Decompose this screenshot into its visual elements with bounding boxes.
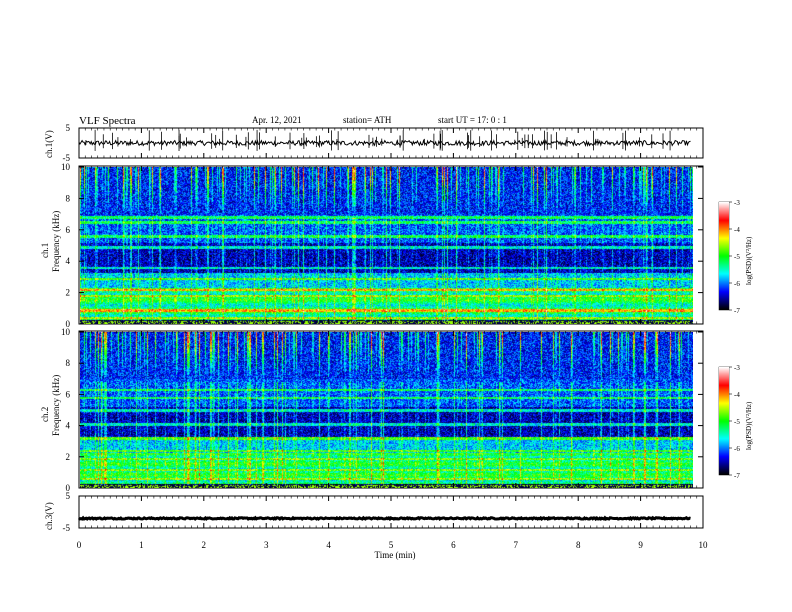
ch3-ylabel: ch.3(V) bbox=[44, 502, 54, 530]
colorbar-tick-label: -7 bbox=[734, 307, 740, 315]
ch1-ylabel: ch.1(V) bbox=[44, 130, 54, 158]
ch1-waveform-panel: 5 -5 ch.1(V) bbox=[44, 123, 704, 163]
time-tick-label: 9 bbox=[638, 540, 643, 550]
ch3-waveform-panel: 5 -5 ch.3(V) bbox=[44, 491, 704, 533]
time-tick-label: 10 bbox=[699, 540, 709, 550]
ch1-colorbar-label: log(PSD)(V²/Hz) bbox=[745, 236, 753, 285]
colorbar-tick-label: -3 bbox=[734, 364, 740, 372]
ch3-waveform-trace bbox=[77, 515, 691, 522]
ch3-ytick-bottom: -5 bbox=[63, 523, 71, 533]
spec-ytick-label: 4 bbox=[66, 256, 71, 266]
time-tick-label: 0 bbox=[77, 540, 82, 550]
time-tick-label: 3 bbox=[264, 540, 269, 550]
spec-ytick-label: 10 bbox=[61, 327, 71, 337]
colorbar-tick-label: -7 bbox=[734, 472, 740, 480]
time-tick-label: 6 bbox=[451, 540, 456, 550]
ch1-ytick-top: 5 bbox=[66, 123, 71, 133]
date-label: Apr. 12, 2021 bbox=[252, 115, 302, 125]
time-axis: 0 1 2 3 4 5 6 7 8 9 10 bbox=[77, 128, 708, 550]
ch1-spectrogram-image bbox=[80, 167, 693, 324]
ch2-spectrogram-panel: 0 2 4 6 8 10 ch.2 Frequency (kHz) bbox=[40, 327, 704, 493]
figure-title: VLF Spectra bbox=[79, 115, 136, 127]
ch2-colorbar-gradient bbox=[719, 367, 729, 475]
colorbar-tick-label: -3 bbox=[734, 199, 740, 207]
colorbar-tick-label: -4 bbox=[734, 226, 740, 234]
spec-ytick-label: 6 bbox=[66, 389, 71, 399]
time-tick-label: 8 bbox=[576, 540, 581, 550]
colorbar-tick-label: -5 bbox=[734, 253, 740, 261]
colorbar-tick-label: -4 bbox=[734, 391, 740, 399]
ch2-colorbar-ticks: -3 -4 -5 -6 -7 bbox=[729, 364, 740, 480]
ch3-ytick-top: 5 bbox=[66, 491, 71, 501]
ch2-spec-ylabel-1: ch.2 bbox=[40, 407, 50, 422]
time-tick-label: 2 bbox=[202, 540, 207, 550]
station-label: station= ATH bbox=[343, 115, 392, 125]
ch2-colorbar-label: log(PSD)(V²/Hz) bbox=[745, 401, 753, 450]
spec-ytick-label: 4 bbox=[66, 421, 71, 431]
colorbar-tick-label: -6 bbox=[734, 445, 740, 453]
spec-ytick-label: 10 bbox=[61, 162, 71, 172]
spec-ytick-label: 2 bbox=[66, 288, 71, 298]
ch1-colorbar: -3 -4 -5 -6 -7 log(PSD)(V²/Hz) bbox=[718, 199, 753, 315]
colorbar-tick-label: -6 bbox=[734, 280, 740, 288]
ch2-spec-ylabel-2: Frequency (kHz) bbox=[51, 375, 61, 436]
ch1-spec-ylabel-2: Frequency (kHz) bbox=[51, 211, 61, 272]
colorbar-tick-label: -5 bbox=[734, 418, 740, 426]
ch1-waveform-trace bbox=[78, 138, 691, 148]
ch2-colorbar: -3 -4 -5 -6 -7 log(PSD)(V²/Hz) bbox=[718, 364, 753, 480]
ch1-spec-ylabel-1: ch.1 bbox=[40, 243, 50, 258]
start-time-label: start UT = 17: 0 : 1 bbox=[438, 115, 507, 125]
ch1-colorbar-ticks: -3 -4 -5 -6 -7 bbox=[729, 199, 740, 315]
ch2-spectrogram-yticks: 0 2 4 6 8 10 bbox=[61, 327, 703, 493]
ch1-ytick-bottom: -5 bbox=[63, 153, 71, 163]
ch1-spectrogram-panel: 0 2 4 6 8 10 ch.1 Frequency (kHz) bbox=[40, 162, 704, 329]
ch1-spectrogram-yticks: 0 2 4 6 8 10 bbox=[61, 162, 703, 329]
time-tick-label: 5 bbox=[389, 540, 394, 550]
time-tick-label: 1 bbox=[139, 540, 144, 550]
spec-ytick-label: 8 bbox=[66, 358, 71, 368]
ch1-colorbar-gradient bbox=[719, 202, 729, 310]
spec-ytick-label: 0 bbox=[66, 319, 71, 329]
spec-ytick-label: 0 bbox=[66, 483, 71, 493]
spec-ytick-label: 6 bbox=[66, 225, 71, 235]
time-tick-label: 7 bbox=[514, 540, 519, 550]
spec-ytick-label: 8 bbox=[66, 193, 71, 203]
ch1-spikes bbox=[85, 129, 671, 151]
spec-ytick-label: 2 bbox=[66, 452, 71, 462]
time-tick-label: 4 bbox=[326, 540, 331, 550]
time-axis-label: Time (min) bbox=[375, 550, 416, 560]
ch2-spectrogram-image bbox=[80, 332, 693, 488]
